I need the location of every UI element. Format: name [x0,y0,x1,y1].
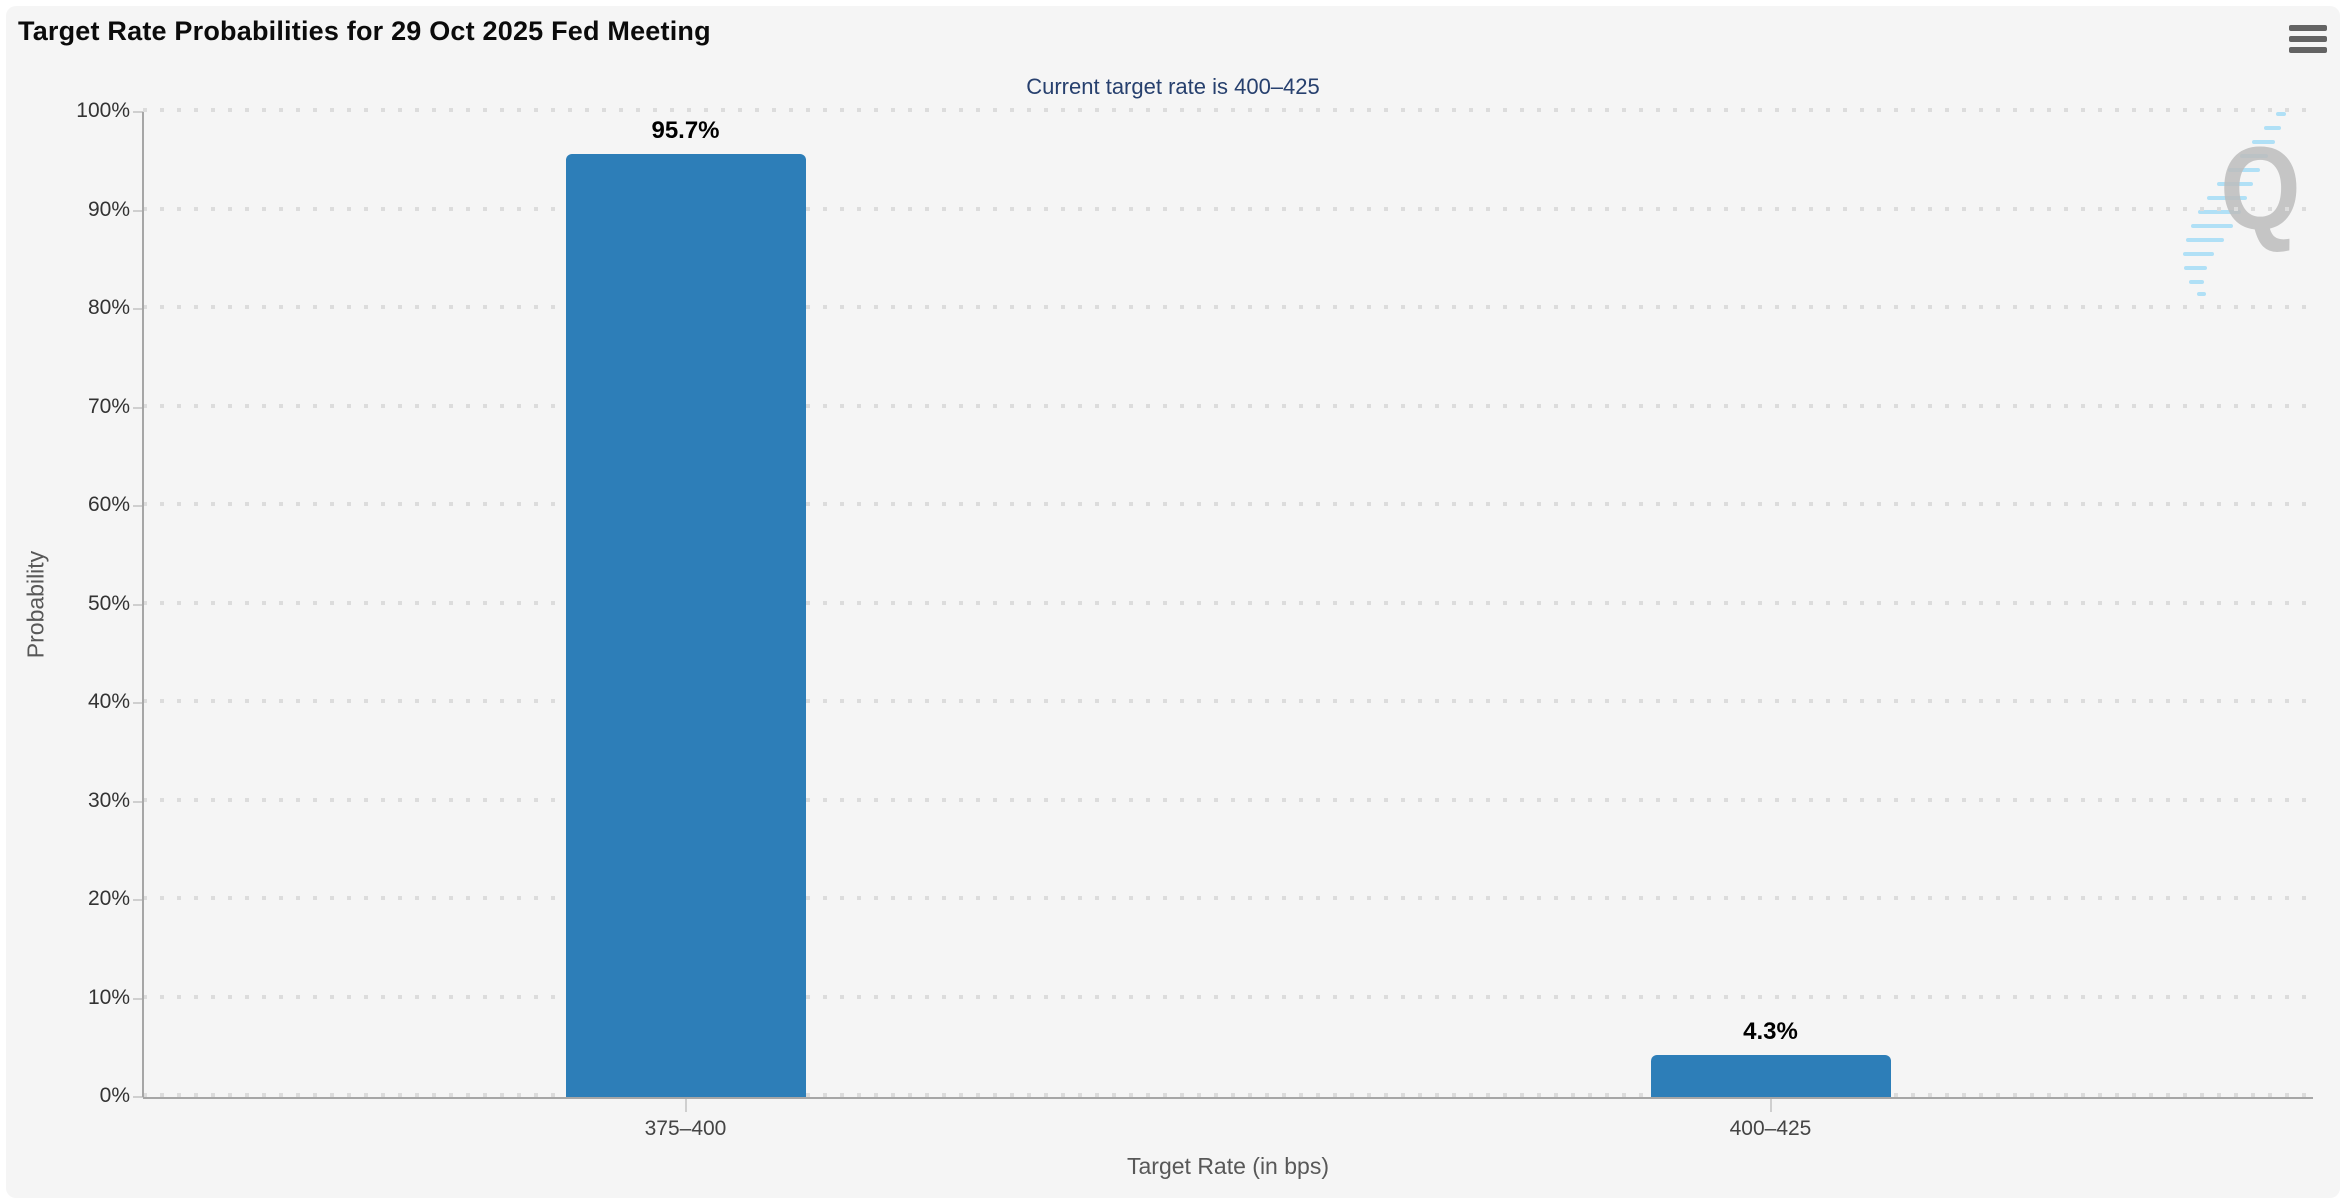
gridline [143,206,2313,211]
x-axis-category-label: 375–400 [644,1117,727,1140]
y-axis-tick [133,308,143,310]
gridline [143,403,2313,408]
y-axis-tick [133,997,143,1000]
x-axis-tick [684,1099,687,1112]
probability-bar[interactable] [565,154,806,1097]
gridline [143,502,2313,506]
gridline [143,108,2313,112]
y-axis-tick-label: 70% [87,394,130,418]
fedwatch-probability-chart: Target Rate Probabilities for 29 Oct 202… [6,6,2340,1198]
x-axis-tick [1769,1099,1772,1112]
y-axis-tick [133,209,143,212]
probability-bar[interactable] [1650,1054,1891,1097]
x-axis-line [143,1097,2313,1099]
hamburger-menu-icon [2289,47,2327,53]
chart-title: Target Rate Probabilities for 29 Oct 202… [18,16,711,46]
y-axis-tick [133,1096,143,1098]
y-axis-tick [133,111,143,113]
y-axis-tick [133,406,143,409]
gridline [143,699,2313,703]
y-axis-tick [133,800,143,803]
chart-export-menu-button[interactable] [2286,18,2330,60]
y-axis-tick-label: 20% [87,887,130,910]
x-axis-title: Target Rate (in bps) [1127,1153,1329,1179]
y-axis-tick-label: 0% [99,1084,130,1107]
y-axis-tick [133,505,143,507]
gridline [143,600,2313,605]
bar-value-label: 4.3% [1743,1017,1798,1045]
y-axis-tick [133,603,143,606]
gridline [143,1093,2313,1097]
watermark-stripes-icon [2183,112,2286,296]
y-axis-tick [133,702,143,704]
y-axis-tick-label: 80% [87,296,130,319]
hamburger-menu-icon [2289,25,2327,31]
gridline [143,896,2313,900]
quikstrike-watermark: Q [2172,110,2340,300]
y-axis-tick-label: 30% [87,788,130,812]
gridline [143,994,2313,999]
y-axis-tick-label: 40% [87,690,130,713]
chart-subtitle: Current target rate is 400–425 [1026,74,1320,99]
q-logo-letter: Q [2220,123,2301,255]
gridline [143,797,2313,802]
x-axis-category-label: 400–425 [1729,1117,1812,1140]
y-axis-tick-label: 90% [87,197,130,221]
bar-value-label: 95.7% [651,117,720,145]
hamburger-menu-icon [2289,36,2327,42]
y-axis-title: Probability [22,550,49,658]
y-axis-tick-label: 10% [87,985,130,1009]
y-axis-tick-label: 100% [76,99,130,122]
y-axis-tick-label: 60% [87,493,130,516]
y-axis-line [142,112,144,1097]
y-axis-tick-label: 50% [87,591,130,615]
y-axis-tick [133,899,143,901]
gridline [143,305,2313,309]
